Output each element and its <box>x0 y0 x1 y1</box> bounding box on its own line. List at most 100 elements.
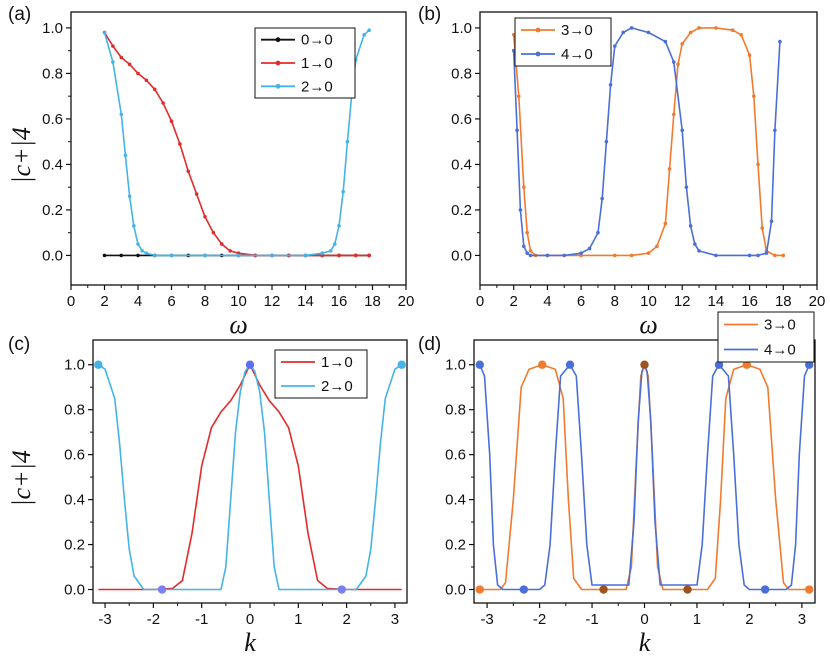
x-axis-label: k <box>639 628 651 657</box>
marker-point <box>245 360 255 369</box>
data-point <box>676 62 680 67</box>
data-point <box>328 249 333 253</box>
data-point <box>688 224 693 228</box>
data-point <box>270 253 274 258</box>
data-point <box>516 94 521 98</box>
marker-point <box>640 360 649 369</box>
marker-point <box>565 360 575 369</box>
data-point <box>545 253 550 258</box>
panel-label-d: (d) <box>418 334 441 355</box>
data-point <box>680 128 684 133</box>
y-tick-label: 0.0 <box>451 247 472 264</box>
x-tick-label: 16 <box>331 293 348 310</box>
x-tick-label: 10 <box>640 293 657 310</box>
marker-point <box>760 585 770 594</box>
data-point <box>136 242 140 246</box>
x-axis-label: ω <box>639 310 657 339</box>
data-point <box>671 60 676 64</box>
marker-point <box>599 585 608 594</box>
data-point <box>320 251 325 255</box>
y-tick-label: 0.2 <box>42 202 63 219</box>
data-point <box>353 253 358 258</box>
series-line-3→0 <box>479 363 810 591</box>
y-tick-label: 0.2 <box>451 202 472 219</box>
legend-swatch-marker <box>535 27 541 33</box>
x-tick-label: 0 <box>476 293 484 310</box>
plot-frame <box>70 11 407 286</box>
data-point <box>345 139 350 144</box>
marker-point <box>714 360 724 369</box>
legend-label: 2→0 <box>301 78 333 95</box>
data-point <box>655 244 659 249</box>
data-point <box>518 208 523 212</box>
x-tick-label: 16 <box>741 293 758 310</box>
data-point <box>341 189 345 194</box>
legend: 3→04→0 <box>514 17 612 67</box>
x-tick-label: 14 <box>708 293 725 310</box>
x-tick-label: 0 <box>246 611 254 628</box>
y-tick-label: 0.2 <box>445 537 466 554</box>
data-point <box>236 253 241 258</box>
x-tick-label: 6 <box>577 293 585 310</box>
marker-point <box>805 585 814 594</box>
panel-label-b: (b) <box>418 4 441 25</box>
data-point <box>629 253 634 258</box>
data-point <box>663 221 668 226</box>
marker-point <box>519 585 529 594</box>
data-point <box>169 119 174 123</box>
x-tick-label: 0 <box>640 611 648 628</box>
x-tick-label: 12 <box>264 293 281 310</box>
x-tick-label: 18 <box>364 293 381 310</box>
data-point <box>102 30 107 35</box>
data-point <box>693 242 697 246</box>
legend-label: 4→0 <box>764 342 796 359</box>
data-point <box>119 55 124 60</box>
data-point <box>211 230 216 235</box>
data-point <box>680 42 684 46</box>
panel-c: (c) -3 -2 -1 0 1 2 3 0.0 0.2 0.4 0.6 0.8 1.0 k |c+|4 1→… <box>7 334 408 657</box>
panel-label-a: (a) <box>8 4 31 25</box>
data-point <box>127 194 132 199</box>
data-point <box>613 253 617 258</box>
x-tick-label: 2 <box>745 611 753 628</box>
legend-label: 2→0 <box>321 378 353 395</box>
legend: 0→0 1→0 2→0 <box>254 27 356 99</box>
y-tick-label: 1.0 <box>445 357 466 374</box>
y-tick-label: 0.8 <box>445 402 466 419</box>
data-point <box>781 253 786 258</box>
data-point <box>747 253 752 258</box>
data-point <box>739 32 743 37</box>
data-point <box>515 128 519 133</box>
data-point <box>337 224 341 228</box>
data-point <box>161 101 165 105</box>
data-point <box>756 162 760 167</box>
y-axis-label: |c+|4 <box>7 450 36 506</box>
series-line-4→0 <box>479 363 810 591</box>
data-point <box>203 214 207 219</box>
x-tick-label: -3 <box>98 611 111 628</box>
x-tick-label: 8 <box>201 293 209 310</box>
data-point <box>688 30 693 35</box>
marker-point <box>538 360 547 369</box>
data-point <box>136 71 140 76</box>
x-axis-label: k <box>244 628 256 657</box>
x-tick-label: 14 <box>297 293 314 310</box>
data-point <box>697 26 701 30</box>
data-point <box>778 39 782 44</box>
data-point <box>604 139 609 144</box>
data-point <box>525 230 529 235</box>
data-point <box>752 94 756 98</box>
data-point <box>362 32 366 37</box>
data-point <box>522 185 526 189</box>
legend-swatch-marker <box>275 83 281 89</box>
marker-point <box>397 360 406 369</box>
legend-box <box>514 17 612 67</box>
x-tick-label: 2 <box>100 293 108 310</box>
legend-label: 3→0 <box>561 22 593 39</box>
data-point <box>613 44 617 48</box>
x-tick-label: 2 <box>510 293 518 310</box>
data-point <box>136 253 140 258</box>
x-tick-label: 18 <box>775 293 792 310</box>
data-point <box>714 26 718 30</box>
